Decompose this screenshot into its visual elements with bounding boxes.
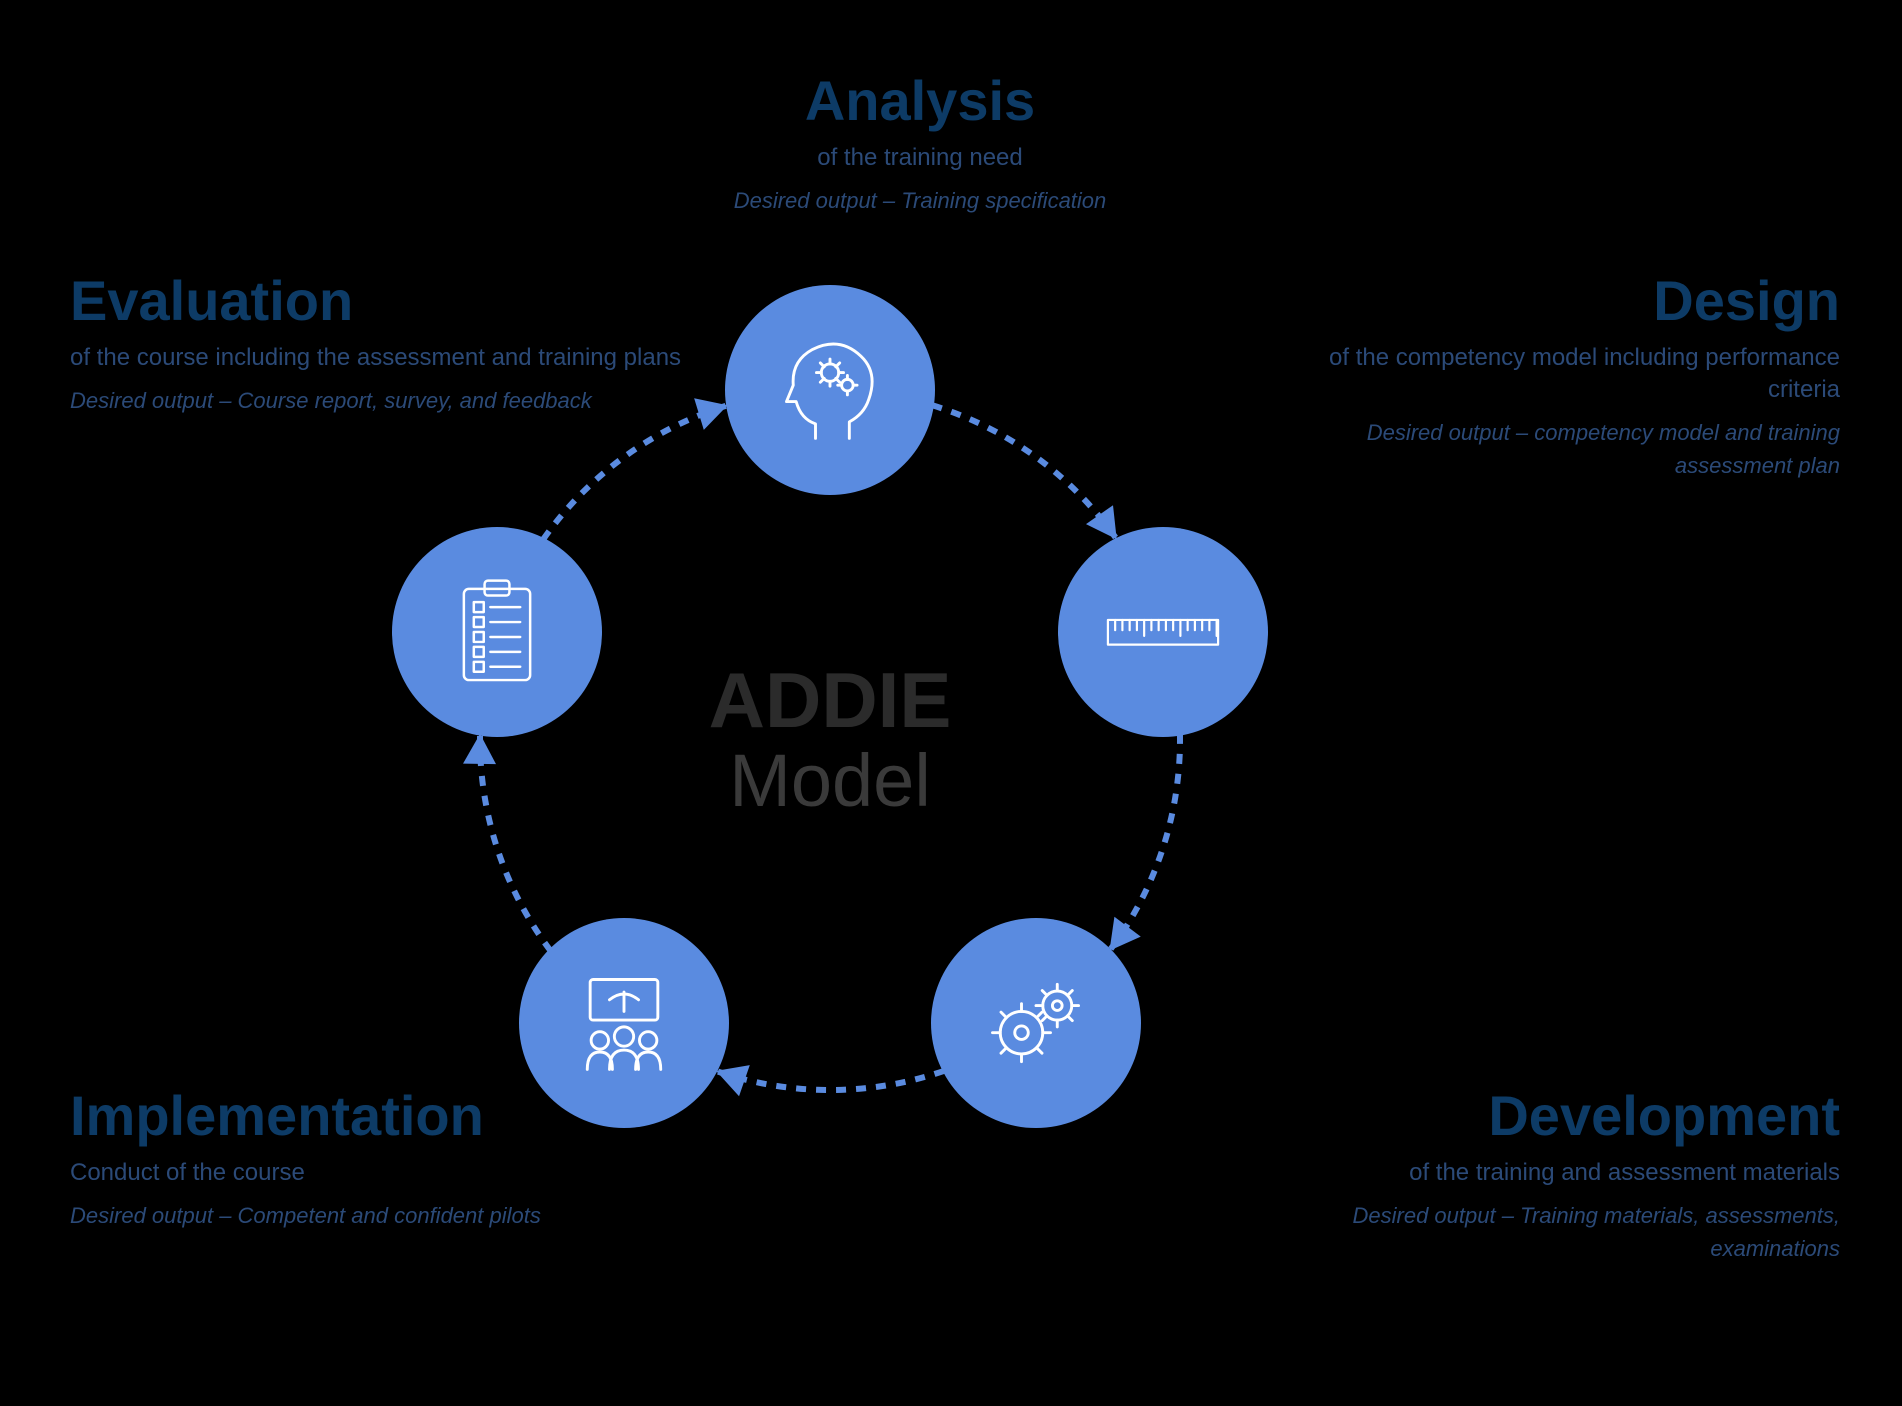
phase-title: Analysis [640,70,1200,132]
node-analysis [725,285,935,495]
ring-arrowhead [463,734,497,765]
phase-subtitle: of the course including the assessment a… [70,342,750,374]
node-evaluation [392,527,602,737]
clipboard-icon [439,574,555,690]
center-title-line2: Model [709,742,952,820]
ring-arc [543,405,727,539]
head-gears-icon [772,332,888,448]
ruler-icon [1105,612,1221,653]
phase-development: Development of the training and assessme… [1300,1085,1840,1265]
phase-subtitle: Conduct of the course [70,1157,690,1189]
phase-title: Evaluation [70,270,750,332]
classroom-icon [566,965,682,1081]
phase-title: Design [1300,270,1840,332]
phase-subtitle: of the competency model including perfor… [1300,342,1840,407]
center-title-line1: ADDIE [709,660,952,742]
phase-output: Desired output – competency model and tr… [1300,416,1840,482]
ring-arc [1110,734,1180,951]
phase-output: Desired output – Competent and confident… [70,1199,690,1232]
phase-implementation: Implementation Conduct of the course Des… [70,1085,690,1232]
phase-analysis: Analysis of the training need Desired ou… [640,70,1200,217]
phase-title: Development [1300,1085,1840,1147]
phase-design: Design of the competency model including… [1300,270,1840,482]
phase-subtitle: of the training need [640,142,1200,174]
phase-subtitle: of the training and assessment materials [1300,1157,1840,1189]
phase-output: Desired output – Training materials, ass… [1300,1199,1840,1265]
ring-arc [932,405,1116,539]
center-title: ADDIE Model [709,660,952,820]
phase-output: Desired output – Course report, survey, … [70,384,750,417]
node-development [931,918,1141,1128]
gears-icon [978,965,1094,1081]
phase-evaluation: Evaluation of the course including the a… [70,270,750,417]
addie-diagram-canvas: { "colors": { "background": "#000000", "… [0,0,1902,1406]
ring-arc [716,1071,944,1090]
phase-output: Desired output – Training specification [640,184,1200,217]
ring-arc [480,734,550,951]
phase-title: Implementation [70,1085,690,1147]
node-design [1058,527,1268,737]
